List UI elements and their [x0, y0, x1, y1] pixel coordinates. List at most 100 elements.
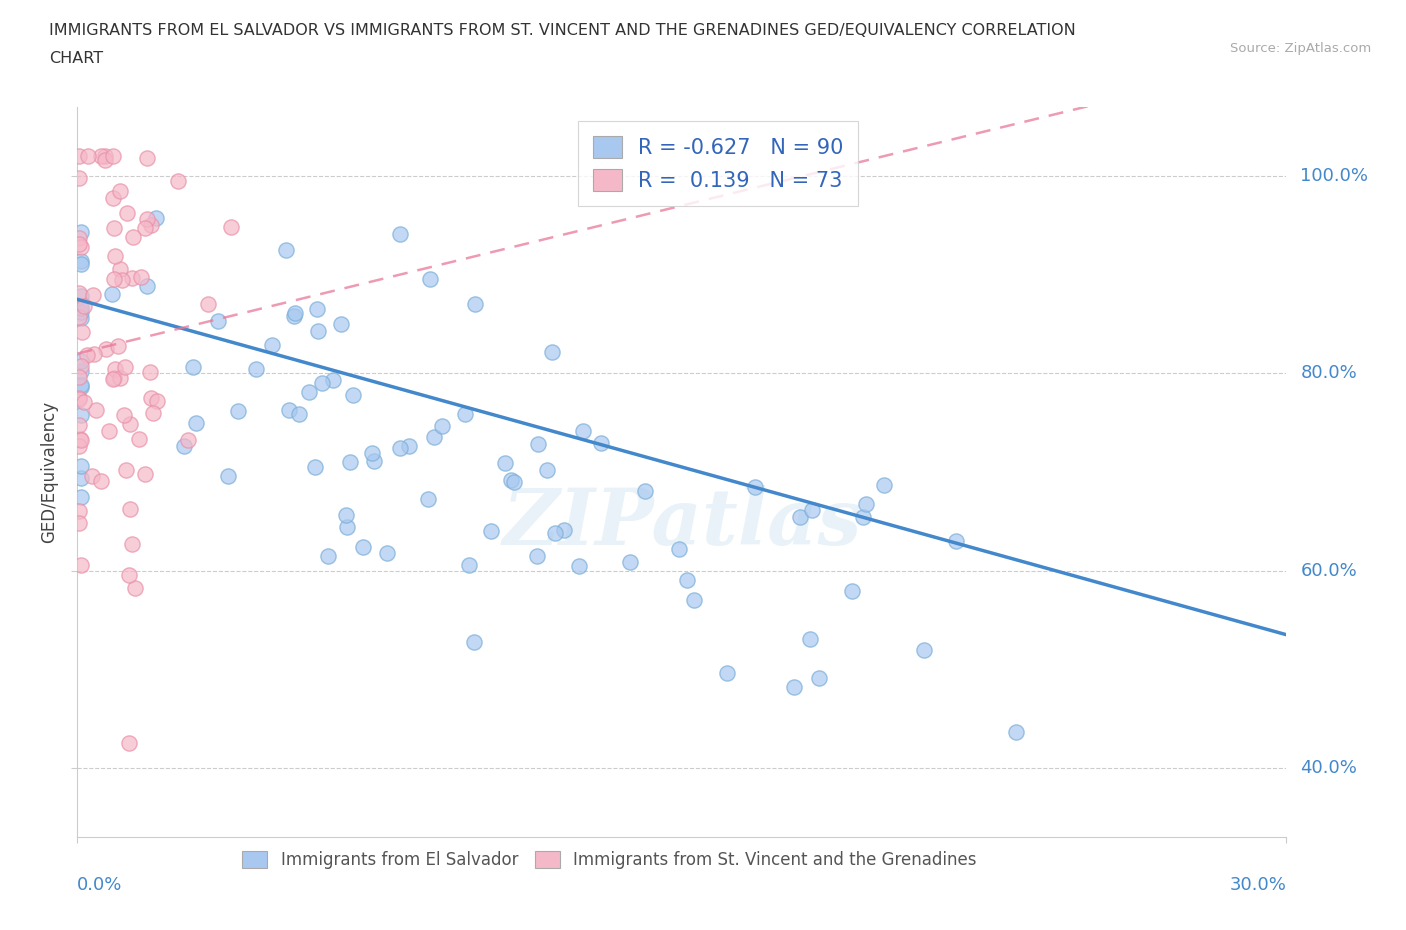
Text: ZIPatlas: ZIPatlas	[502, 485, 862, 562]
Point	[502, 474, 524, 489]
Point	[67, 236, 90, 251]
Point	[330, 316, 353, 331]
Point	[70, 359, 93, 374]
Point	[336, 519, 359, 534]
Point	[107, 339, 129, 353]
Point	[277, 403, 299, 418]
Point	[82, 469, 104, 484]
Text: 100.0%: 100.0%	[1301, 167, 1368, 185]
Point	[800, 502, 823, 517]
Point	[110, 371, 132, 386]
Point	[789, 510, 811, 525]
Point	[70, 490, 93, 505]
Point	[67, 391, 90, 405]
Point	[94, 342, 117, 357]
Point	[136, 151, 159, 166]
Point	[76, 347, 98, 362]
Point	[591, 436, 613, 451]
Legend: Immigrants from El Salvador, Immigrants from St. Vincent and the Grenadines: Immigrants from El Salvador, Immigrants …	[236, 844, 983, 876]
Point	[145, 211, 167, 226]
Point	[70, 470, 93, 485]
Point	[108, 261, 131, 276]
Point	[186, 416, 208, 431]
Point	[70, 254, 93, 269]
Point	[284, 306, 307, 321]
Point	[262, 338, 284, 352]
Point	[855, 497, 877, 512]
Point	[67, 310, 90, 325]
Point	[389, 440, 412, 455]
Point	[93, 149, 115, 164]
Point	[142, 405, 165, 420]
Point	[682, 592, 704, 607]
Text: 80.0%: 80.0%	[1301, 365, 1357, 382]
Point	[69, 432, 91, 446]
Y-axis label: GED/Equivalency: GED/Equivalency	[41, 401, 59, 543]
Point	[129, 269, 152, 284]
Point	[139, 391, 162, 405]
Point	[103, 220, 125, 235]
Point	[101, 372, 124, 387]
Point	[274, 243, 297, 258]
Point	[544, 525, 567, 540]
Point	[128, 432, 150, 446]
Point	[108, 183, 131, 198]
Point	[422, 430, 444, 445]
Point	[353, 539, 375, 554]
Point	[70, 458, 93, 473]
Point	[73, 395, 96, 410]
Point	[121, 537, 143, 551]
Point	[335, 507, 357, 522]
Point	[668, 542, 690, 557]
Point	[90, 474, 112, 489]
Point	[73, 299, 96, 313]
Point	[783, 680, 806, 695]
Point	[807, 671, 830, 685]
Point	[375, 545, 398, 560]
Point	[173, 439, 195, 454]
Point	[83, 347, 105, 362]
Point	[103, 370, 125, 385]
Point	[70, 353, 93, 368]
Point	[342, 388, 364, 403]
Point	[118, 417, 141, 432]
Point	[70, 224, 93, 239]
Point	[70, 239, 93, 254]
Point	[134, 220, 156, 235]
Point	[311, 376, 333, 391]
Text: 40.0%: 40.0%	[1301, 759, 1357, 777]
Point	[287, 406, 309, 421]
Point	[226, 404, 249, 418]
Point	[114, 360, 136, 375]
Point	[464, 297, 486, 312]
Point	[69, 558, 91, 573]
Text: CHART: CHART	[49, 51, 103, 66]
Point	[316, 549, 339, 564]
Point	[361, 445, 384, 460]
Point	[70, 288, 93, 303]
Point	[67, 231, 90, 246]
Point	[167, 173, 190, 188]
Point	[70, 257, 93, 272]
Point	[67, 438, 90, 453]
Point	[501, 472, 523, 487]
Point	[197, 296, 219, 311]
Point	[70, 305, 93, 320]
Point	[419, 272, 441, 286]
Point	[339, 455, 361, 470]
Point	[98, 424, 121, 439]
Point	[553, 523, 575, 538]
Point	[430, 418, 453, 433]
Point	[183, 360, 205, 375]
Point	[121, 271, 143, 286]
Point	[70, 325, 93, 339]
Point	[463, 635, 485, 650]
Point	[536, 462, 558, 477]
Point	[117, 206, 139, 220]
Point	[111, 272, 134, 287]
Point	[217, 468, 239, 483]
Point	[136, 211, 159, 226]
Point	[527, 436, 550, 451]
Point	[177, 432, 200, 447]
Point	[307, 301, 329, 316]
